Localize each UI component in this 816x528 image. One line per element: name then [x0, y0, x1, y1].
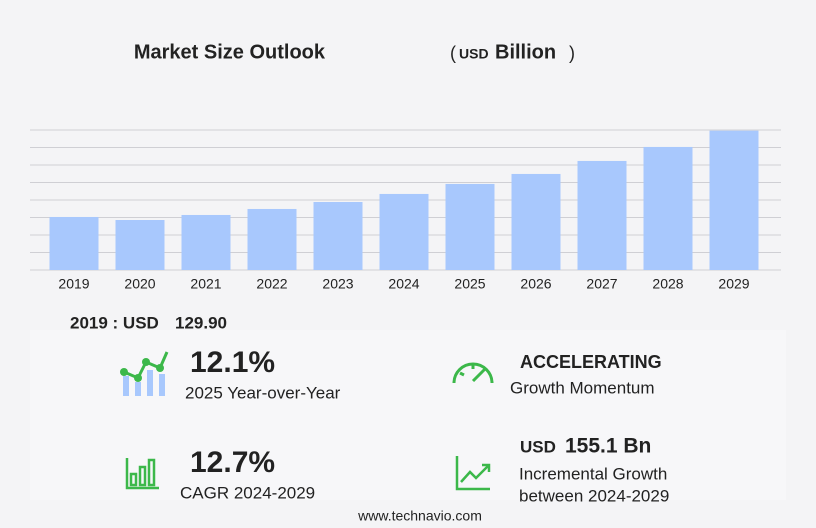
stat-value: 12.7% — [190, 446, 275, 479]
chart-title: Market Size Outlook — [134, 41, 326, 63]
x-tick-label: 2027 — [586, 276, 617, 292]
stats-panel — [30, 330, 786, 500]
stat-caption: Incremental Growth — [519, 464, 667, 483]
stat-caption: between 2024-2029 — [519, 486, 669, 505]
stat-caption: CAGR 2024-2029 — [180, 483, 315, 502]
stat-value: 155.1 Bn — [565, 435, 651, 458]
bar — [313, 202, 363, 270]
title-unit-name: Billion — [495, 41, 556, 63]
x-tick-label: 2025 — [454, 276, 485, 292]
bar — [643, 146, 693, 270]
bar — [445, 183, 495, 270]
bar — [247, 208, 297, 270]
bar — [49, 216, 99, 270]
title-group: Market Size Outlook ( USD Billion ) — [134, 41, 575, 63]
x-tick-label: 2022 — [256, 276, 287, 292]
stat-caption: 2025 Year-over-Year — [185, 383, 341, 402]
x-tick-label: 2019 — [58, 276, 89, 292]
cagr-icon — [125, 458, 159, 490]
x-tick-label: 2023 — [322, 276, 353, 292]
title-unit: USD — [459, 46, 489, 62]
bar — [181, 214, 231, 270]
stat-value: 12.1% — [190, 346, 275, 379]
bar — [511, 173, 561, 270]
growth-icon — [455, 456, 491, 491]
bar — [577, 160, 627, 270]
x-tick-label: 2028 — [652, 276, 683, 292]
yoy-icon — [120, 351, 169, 396]
stat-caption: Growth Momentum — [510, 378, 655, 397]
x-tick-label: 2029 — [718, 276, 749, 292]
bar — [709, 130, 759, 270]
stat-value: ACCELERATING — [520, 352, 662, 372]
bar — [379, 193, 429, 270]
x-tick-label: 2021 — [190, 276, 221, 292]
bar — [115, 220, 165, 270]
gauge-icon — [452, 362, 494, 384]
footer: www.technavio.com — [357, 508, 482, 524]
x-tick-label: 2024 — [388, 276, 419, 292]
x-tick-label: 2020 — [124, 276, 155, 292]
stat-unit: USD — [520, 437, 556, 456]
title-paren: ( — [450, 43, 456, 63]
plot: 2019 2020 2021 2022 2023 2024 2025 2026 2027 2028… — [30, 129, 781, 292]
base-value: 129.90 — [175, 313, 227, 332]
x-tick-label: 2026 — [520, 276, 551, 292]
base-label: 2019 : USD — [70, 313, 159, 332]
title-paren: ) — [569, 43, 575, 63]
